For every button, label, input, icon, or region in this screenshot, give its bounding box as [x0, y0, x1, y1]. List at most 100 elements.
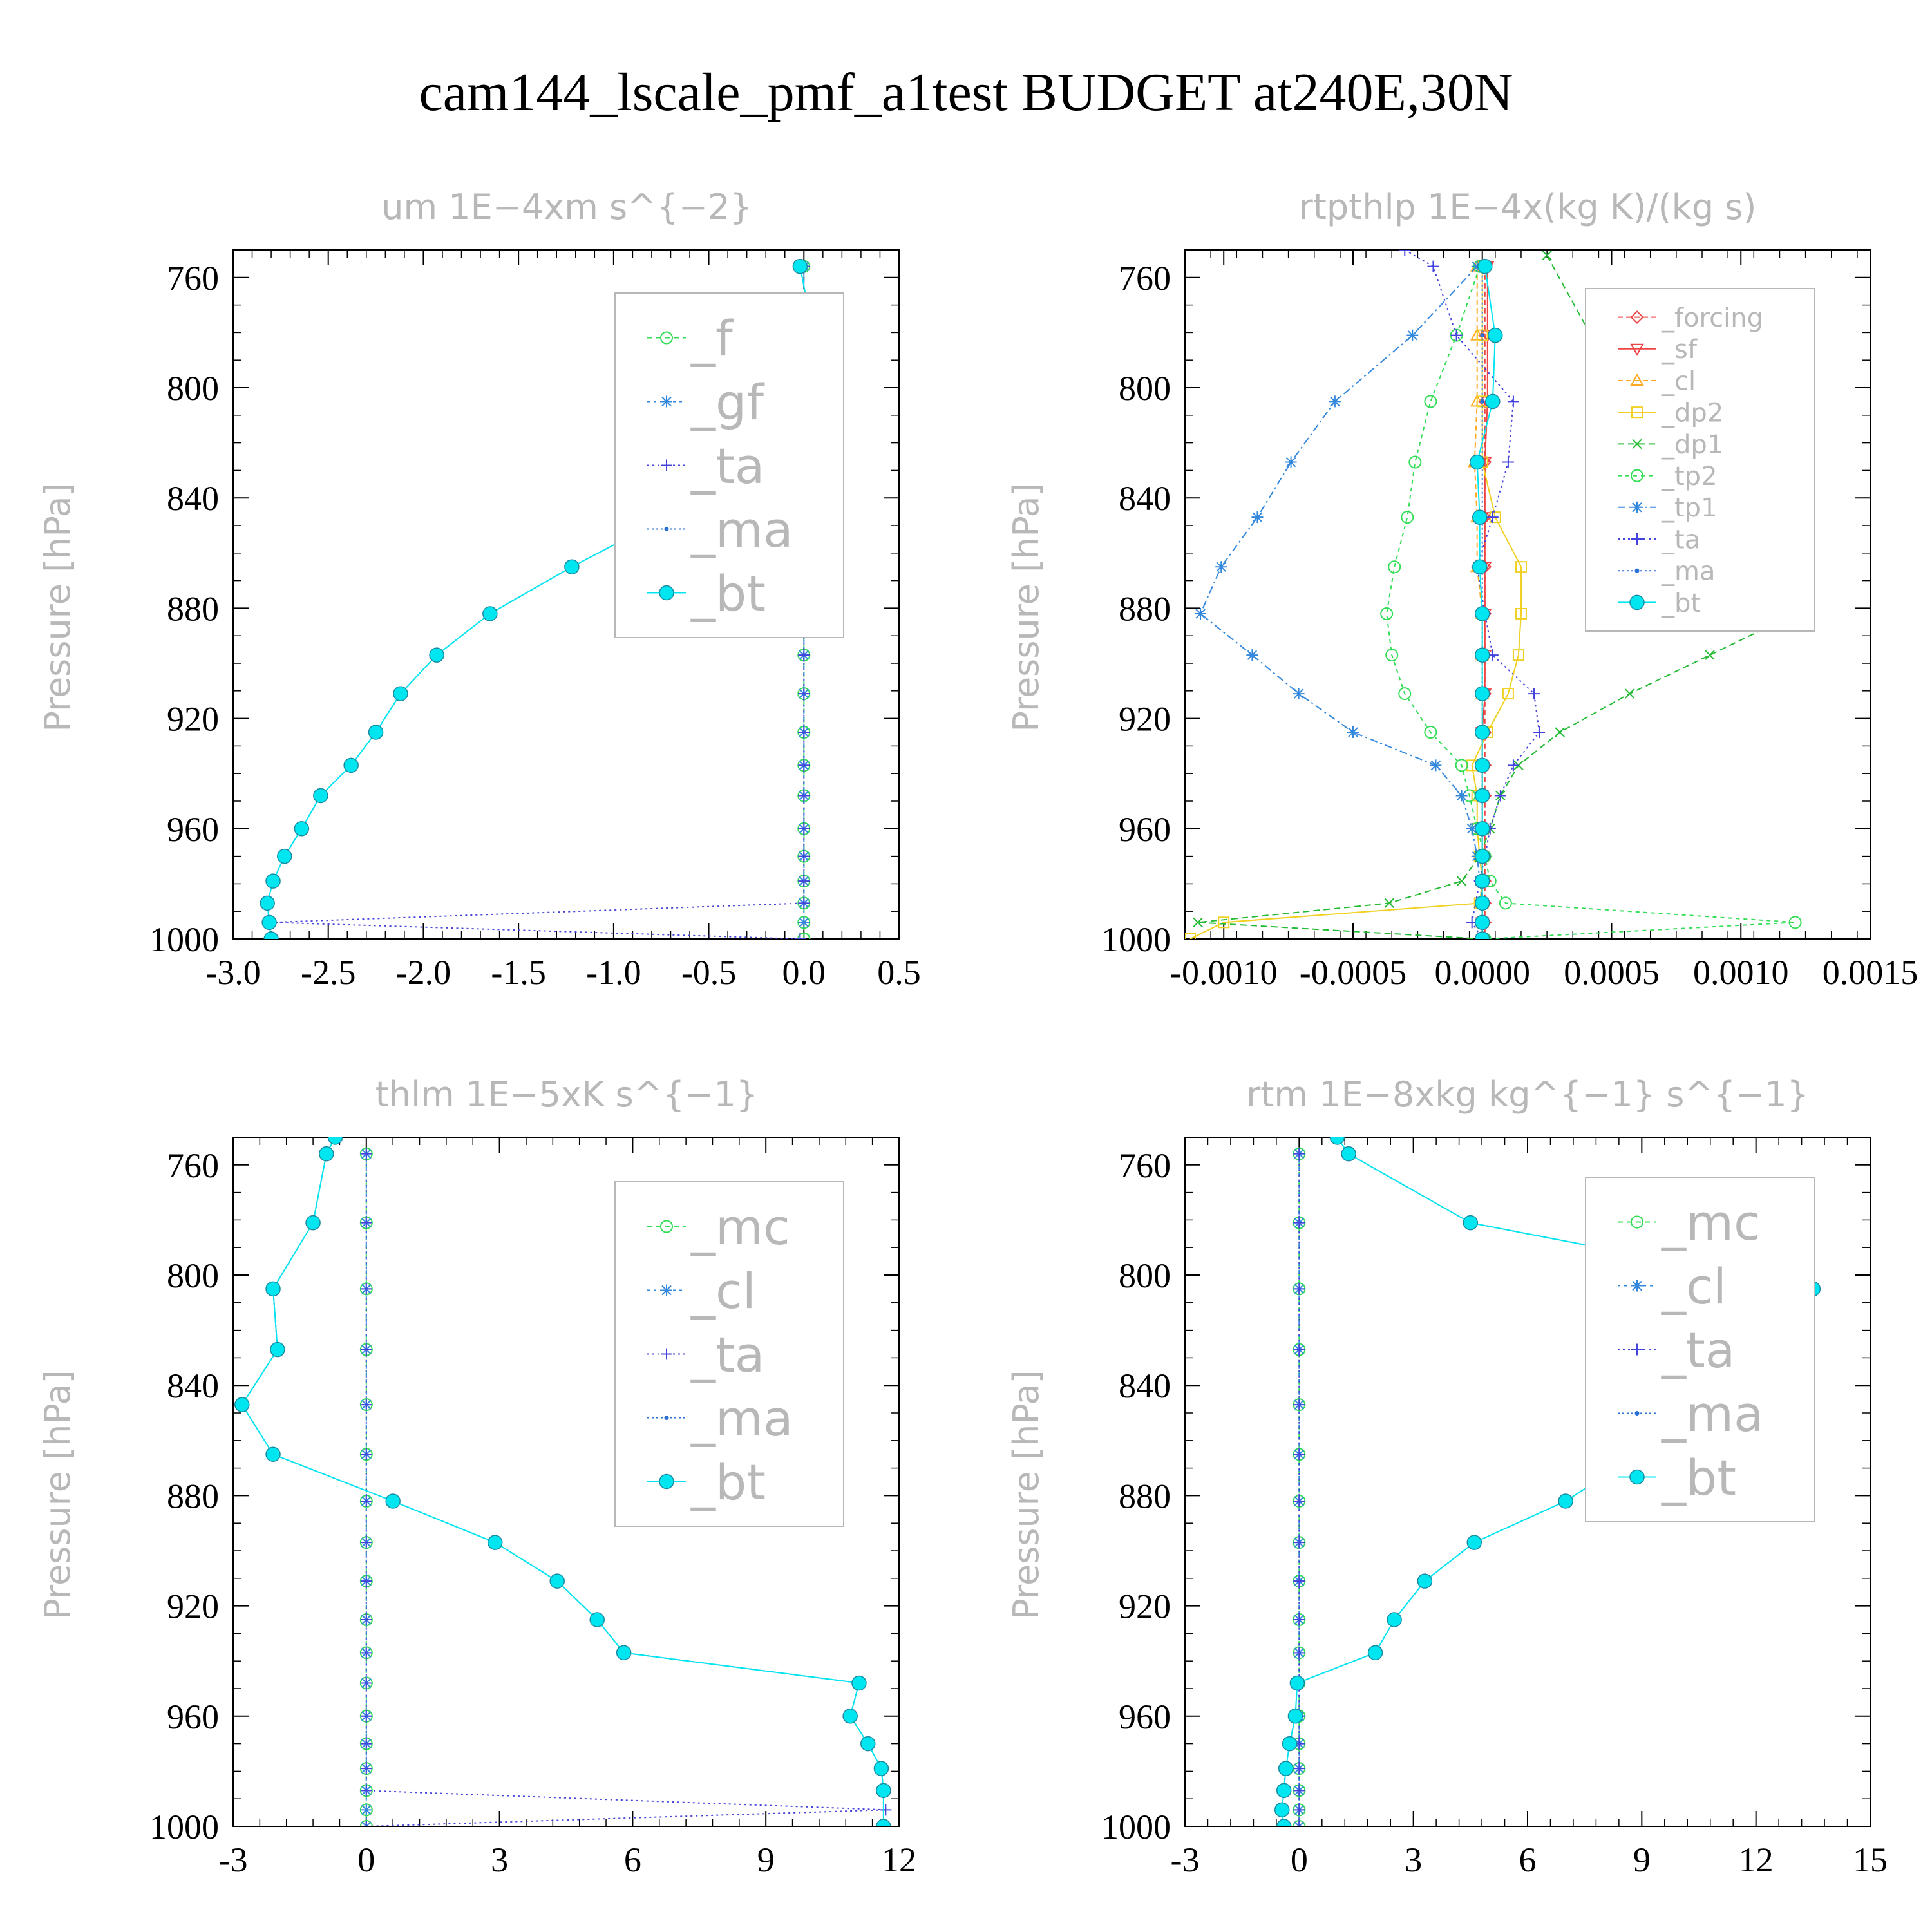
- data-point: [360, 1448, 372, 1461]
- data-point: [1293, 1575, 1305, 1587]
- legend-label: _dp2: [1661, 399, 1723, 428]
- data-point: [1384, 898, 1394, 909]
- legend-entry: _cl: [1618, 1258, 1727, 1315]
- legend-label: _ma: [690, 501, 793, 558]
- data-point: [360, 1575, 372, 1587]
- legend-entry: _ma: [1618, 1385, 1764, 1443]
- x-tick-label: 6: [624, 1841, 641, 1879]
- x-tick-label: 0.5: [877, 953, 921, 992]
- y-axis-title: Pressure [hPa]: [37, 1370, 78, 1619]
- data-point: [360, 1399, 372, 1411]
- legend-label: _dp1: [1661, 430, 1723, 460]
- data-point: [1515, 607, 1527, 620]
- legend-marker: [659, 585, 674, 601]
- legend-label: _bt: [690, 1454, 766, 1511]
- data-point: [1276, 1819, 1292, 1826]
- x-tick-label: 0.0000: [1434, 953, 1530, 992]
- y-tick-label: 920: [1119, 700, 1171, 739]
- x-tick-label: -0.0005: [1300, 953, 1406, 992]
- legend-marker: [664, 527, 669, 531]
- data-point: [1285, 456, 1297, 468]
- legend-box: [1585, 288, 1815, 632]
- legend-entry: _ma: [647, 501, 793, 558]
- data-point: [1533, 726, 1546, 738]
- plot-area: [234, 1137, 892, 1826]
- data-point: [1293, 1763, 1305, 1775]
- data-point: [277, 848, 292, 864]
- legend-entry: _gf: [647, 374, 765, 431]
- data-point: [385, 1493, 401, 1509]
- y-tick-label: 840: [167, 1367, 219, 1405]
- legend-entry: _ma: [1618, 557, 1715, 587]
- y-tick-label: 800: [1119, 1256, 1171, 1295]
- data-point: [798, 726, 810, 738]
- y-axis-title: Pressure [hPa]: [37, 482, 78, 732]
- y-tick-label: 840: [1119, 1367, 1171, 1405]
- data-point: [616, 1645, 632, 1661]
- data-point: [1705, 650, 1715, 660]
- data-point: [368, 724, 384, 740]
- data-point: [1367, 1645, 1383, 1661]
- legend-label: _cl: [1661, 1258, 1727, 1315]
- series-bt: [234, 1137, 891, 1826]
- data-point: [313, 788, 328, 804]
- legend-marker: [1629, 1469, 1645, 1485]
- legend-marker: [1631, 533, 1643, 545]
- data-point: [360, 1647, 372, 1659]
- x-tick-label: -0.5: [681, 953, 736, 992]
- data-point: [1293, 1283, 1305, 1295]
- data-point: [1401, 511, 1414, 524]
- plot-frame: [232, 1137, 900, 1827]
- data-point: [265, 1446, 281, 1462]
- legend-marker: [1629, 594, 1645, 611]
- data-point: [1293, 1217, 1305, 1229]
- legend: _forcing_sf_cl _dp2_dp1_tp2_tp1_ta _ma_bt: [1585, 288, 1815, 632]
- data-point: [1385, 649, 1399, 662]
- y-tick-label: 960: [167, 1698, 219, 1736]
- panel-title: rtpthlp 1E−4x(kg K)/(kg s): [1299, 187, 1757, 227]
- legend-marker: [664, 1416, 669, 1420]
- data-point: [265, 1281, 281, 1297]
- data-point: [393, 686, 408, 701]
- series-ta: [1293, 1148, 1305, 1826]
- y-tick-label: 800: [1119, 369, 1171, 408]
- data-point: [1215, 561, 1227, 573]
- x-tick-label: 9: [1633, 1841, 1651, 1879]
- x-tick-label: 0.0005: [1564, 953, 1660, 992]
- y-axis-title: Pressure [hPa]: [1006, 482, 1046, 732]
- legend-entry: _mc: [1618, 1194, 1761, 1251]
- data-point: [798, 649, 810, 661]
- data-point: [1528, 688, 1540, 700]
- data-point: [327, 1137, 343, 1145]
- legend: _mc _cl _ta _ma _bt: [614, 1181, 844, 1527]
- legend-entry: _dp1: [1618, 430, 1723, 460]
- data-point: [1474, 873, 1490, 889]
- x-tick-label: -3: [219, 1841, 248, 1879]
- legend-marker: [661, 1348, 672, 1360]
- legend-label: _ta: [1661, 525, 1700, 554]
- x-tick-label: 12: [1739, 1841, 1774, 1879]
- legend-marker: [659, 1473, 674, 1490]
- y-tick-label: 880: [167, 1477, 219, 1515]
- data-point: [1276, 1783, 1292, 1799]
- x-tick-label: -1.5: [491, 953, 545, 992]
- legend-marker: [1632, 439, 1642, 450]
- y-tick-label: 920: [167, 1587, 219, 1626]
- data-point: [1558, 1493, 1573, 1509]
- data-point: [880, 1804, 892, 1816]
- legend-marker: [1631, 1215, 1643, 1229]
- data-point: [360, 1785, 372, 1797]
- data-point: [1193, 917, 1203, 928]
- legend-label: _bt: [1661, 1449, 1736, 1506]
- data-point: [1488, 327, 1503, 343]
- data-point: [1293, 1399, 1305, 1411]
- data-point: [1408, 455, 1422, 469]
- data-point: [1293, 1785, 1305, 1797]
- data-point: [360, 1537, 372, 1549]
- y-tick-label: 1000: [1101, 920, 1171, 959]
- legend-entry: _f: [647, 310, 734, 367]
- plot-area: [1185, 250, 1814, 939]
- data-point: [270, 1341, 285, 1358]
- chart-panel-2: -0.0010 -0.0005 0.0000 0.0005 0.0010 0.0015 76…: [1006, 187, 1918, 992]
- series-ta: [360, 1148, 892, 1826]
